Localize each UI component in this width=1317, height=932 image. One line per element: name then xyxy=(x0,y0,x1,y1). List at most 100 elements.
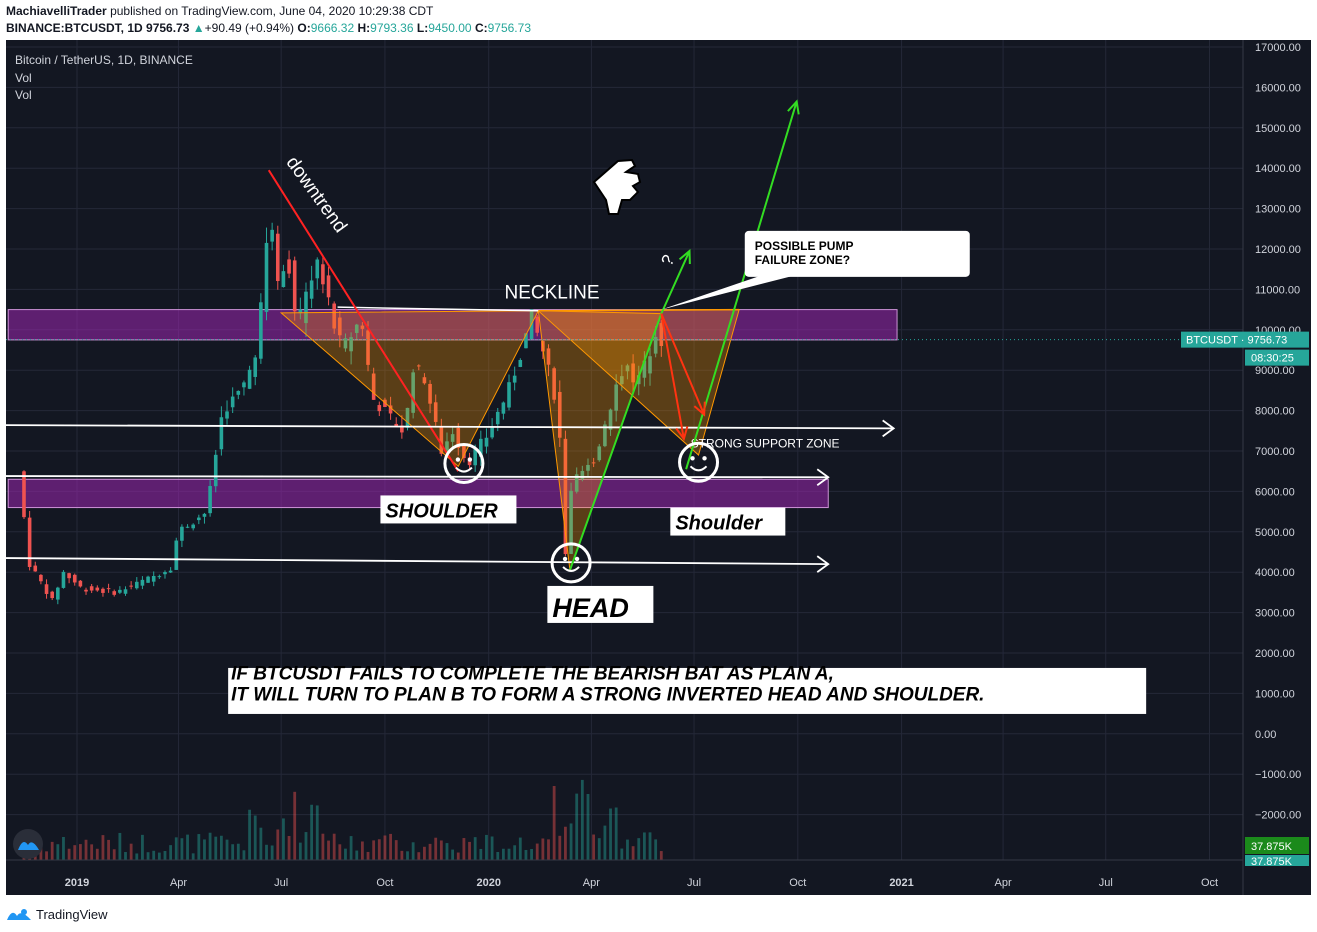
question-label: ? xyxy=(657,251,678,269)
price-tick-label: 7000.00 xyxy=(1255,446,1295,458)
candle-body xyxy=(394,423,399,427)
published-date: published on TradingView.com, June 04, 2… xyxy=(110,4,434,18)
tradingview-brand[interactable]: TradingView xyxy=(36,906,108,922)
volume-bar xyxy=(626,839,629,862)
candle-body xyxy=(659,323,664,347)
candle-body xyxy=(157,576,162,578)
chart-area[interactable]: downtrend STRONG SUPPORT ZONE NECKLINE? POS… xyxy=(6,40,1311,895)
high-value: 9793.36 xyxy=(370,21,414,35)
legend-vol: Vol xyxy=(15,71,32,85)
volume-bar xyxy=(597,838,601,862)
volume-bar xyxy=(428,843,432,862)
volume-bar xyxy=(518,837,522,862)
price-tick-label: 5000.00 xyxy=(1255,527,1295,539)
red-drop-arrow-2 xyxy=(660,313,706,416)
shoulder-right-label-box xyxy=(670,507,786,536)
candle-body xyxy=(185,526,190,528)
volume-bar xyxy=(265,844,268,862)
price-axis xyxy=(1243,40,1311,895)
price-tick-label: 4000.00 xyxy=(1255,567,1295,579)
callout-pointer xyxy=(661,270,805,310)
volume-bar xyxy=(304,832,308,862)
volume-bar xyxy=(485,834,488,862)
candle-body xyxy=(580,470,585,479)
volume-bar xyxy=(191,853,195,862)
volume-tag-label: 37.875K xyxy=(1251,841,1293,853)
volume-bar xyxy=(462,838,466,862)
volume-bar xyxy=(112,849,116,862)
volume-bar xyxy=(62,836,65,862)
candle-body xyxy=(388,405,393,414)
right-shoulder-smiley-icon-eye xyxy=(690,456,695,461)
shoulder-support-line-arrowhead xyxy=(816,468,830,486)
head-smiley-icon xyxy=(550,542,592,584)
volume-bar xyxy=(287,835,291,862)
candle-body xyxy=(259,302,263,359)
volume-bar xyxy=(614,807,618,862)
candle-body xyxy=(563,438,568,555)
candle-body xyxy=(484,437,489,447)
candle-body xyxy=(39,574,43,582)
volume-bar xyxy=(389,833,392,862)
pump-failure-callout xyxy=(744,230,970,277)
volume-bar xyxy=(45,851,48,862)
volume-bar xyxy=(564,826,567,862)
volume-bar xyxy=(490,836,494,862)
price-chart[interactable]: downtrend STRONG SUPPORT ZONE NECKLINE? POS… xyxy=(6,40,1311,895)
time-tick-label: Apr xyxy=(583,877,600,889)
volume-bar xyxy=(603,825,607,862)
time-tick-label: Jul xyxy=(1099,877,1113,889)
tradingview-logo-icon[interactable] xyxy=(6,906,32,922)
volume-bar xyxy=(479,848,483,862)
candle-body xyxy=(67,573,71,579)
candle-body xyxy=(501,402,506,414)
shoulder-left-label-box xyxy=(380,495,517,524)
candle-body xyxy=(512,375,517,383)
candle-body xyxy=(264,242,269,312)
candle-body xyxy=(450,434,455,442)
volume-bars xyxy=(22,779,663,862)
zones xyxy=(7,309,898,509)
volume-bar xyxy=(270,845,274,862)
footer: TradingView xyxy=(6,904,108,924)
plan-box xyxy=(228,667,1147,714)
price-tick-label: 3000.00 xyxy=(1255,608,1295,620)
candle-body xyxy=(416,365,421,367)
volume-bar xyxy=(197,834,201,862)
time-tick-label: Oct xyxy=(789,877,806,889)
price-zone xyxy=(7,309,898,341)
candles xyxy=(22,222,664,605)
volume-bar xyxy=(219,835,223,862)
volume-bar xyxy=(276,829,280,862)
axes: 17000.00 16000.00 15000.00 14000.00 13000.00… xyxy=(6,40,1311,895)
volume-bar xyxy=(434,837,438,862)
volume-bar xyxy=(56,844,60,862)
volume-bar xyxy=(445,843,449,862)
price-tick-label: 1000.00 xyxy=(1255,688,1295,700)
candle-body xyxy=(84,589,88,592)
volume-bar xyxy=(355,850,359,862)
candle-body xyxy=(411,372,415,413)
volume-bar xyxy=(124,852,127,862)
green-short-arrow-head xyxy=(678,248,691,265)
candle-body xyxy=(118,589,122,593)
candle-body xyxy=(653,336,658,354)
candle-body xyxy=(349,337,353,352)
volume-bar xyxy=(530,849,533,862)
price-tick-label: 15000.00 xyxy=(1255,123,1301,135)
volume-bar xyxy=(73,845,77,862)
volume-bar xyxy=(637,838,641,862)
green-rise-line xyxy=(568,313,663,571)
volume-bar xyxy=(451,849,455,862)
volume-bar xyxy=(383,835,387,862)
candle-body xyxy=(332,303,336,329)
volume-bar xyxy=(558,835,562,862)
left-shoulder-smiley-icon-mouth xyxy=(455,466,473,473)
candle-body xyxy=(377,405,382,412)
candle-body xyxy=(354,324,359,333)
author-name[interactable]: MachiavelliTrader xyxy=(6,4,107,18)
candle-body xyxy=(61,571,66,588)
volume-bar xyxy=(84,839,88,862)
candle-body xyxy=(89,586,94,591)
price-tick-label: 11000.00 xyxy=(1255,284,1300,296)
